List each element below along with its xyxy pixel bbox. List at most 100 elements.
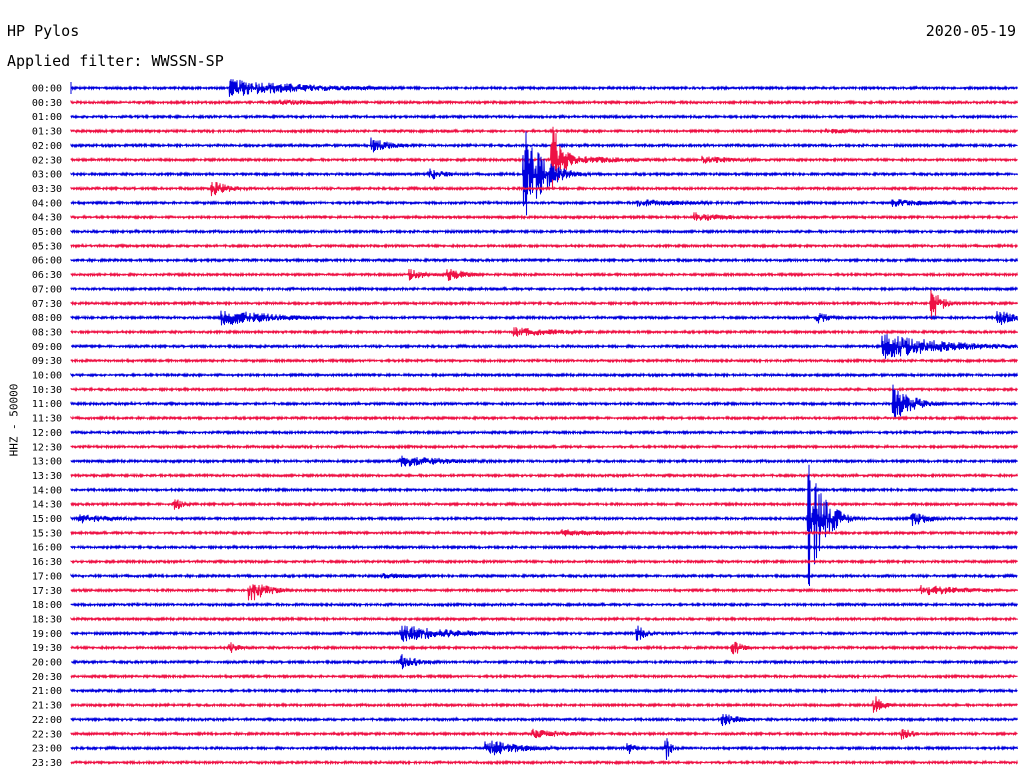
- seismogram-trace: [70, 181, 1018, 197]
- trace-time-label: 16:00: [32, 543, 62, 554]
- trace-time-label: 05:00: [32, 227, 62, 238]
- seismogram-trace: [70, 199, 1018, 207]
- trace-time-label: 07:00: [32, 284, 62, 295]
- seismogram-trace: [70, 137, 1018, 153]
- seismogram-trace: [71, 654, 1018, 670]
- trace-time-label: 13:30: [32, 471, 62, 482]
- seismogram-trace: [70, 673, 1018, 680]
- trace-time-label: 04:00: [32, 198, 62, 209]
- trace-time-label: 22:30: [32, 729, 62, 740]
- seismogram-trace: [70, 499, 1018, 510]
- trace-time-label: 14:00: [32, 485, 62, 496]
- trace-time-label: 06:30: [32, 270, 62, 281]
- date-label: 2020-05-19: [925, 22, 1016, 40]
- seismogram-trace: [70, 486, 1018, 493]
- trace-time-label: 21:30: [32, 701, 62, 712]
- trace-time-label: 23:00: [32, 744, 62, 755]
- seismogram-trace: [70, 290, 1018, 320]
- seismogram-trace: [71, 334, 1018, 359]
- seismogram-trace: [70, 386, 1018, 393]
- trace-time-label: 19:30: [32, 643, 62, 654]
- filter-label: Applied filter: WWSSN-SP: [7, 52, 224, 70]
- seismogram-trace: [70, 544, 1018, 551]
- trace-time-label: 11:30: [32, 414, 62, 425]
- trace-time-label: 02:00: [32, 141, 62, 152]
- seismogram-trace: [70, 529, 1018, 537]
- seismogram-trace: [70, 455, 1018, 467]
- seismogram-trace: [70, 415, 1018, 422]
- seismogram-trace: [70, 601, 1018, 608]
- trace-time-label: 02:30: [32, 155, 62, 166]
- seismogram-trace: [70, 228, 1018, 235]
- trace-time-label: 17:00: [32, 571, 62, 582]
- trace-time-label: 14:30: [32, 500, 62, 511]
- seismogram-trace: [70, 558, 1018, 565]
- seismogram-trace: [70, 242, 1018, 249]
- seismogram-trace: [70, 326, 1018, 337]
- seismogram-trace: [70, 268, 1018, 281]
- trace-time-label: 01:00: [32, 112, 62, 123]
- seismogram-trace: [70, 687, 1018, 694]
- station-title: HP Pylos: [7, 22, 80, 40]
- seismogram-trace: [70, 113, 1018, 120]
- trace-time-label: 00:30: [32, 98, 62, 109]
- trace-time-label: 10:30: [32, 385, 62, 396]
- seismogram-trace: [70, 212, 1018, 221]
- seismogram-trace: [70, 443, 1018, 450]
- trace-time-label: 15:00: [32, 514, 62, 525]
- seismogram-trace: [70, 310, 1018, 326]
- seismogram-trace: [70, 384, 1018, 419]
- trace-time-label: 11:00: [32, 399, 62, 410]
- seismogram-trace: [70, 429, 1018, 436]
- seismogram-trace: [70, 79, 1018, 97]
- trace-time-label: 22:00: [32, 715, 62, 726]
- trace-time-label: 01:30: [32, 127, 62, 138]
- trace-time-label: 18:30: [32, 614, 62, 625]
- trace-time-label: 13:00: [32, 457, 62, 468]
- seismogram-trace: [70, 357, 1018, 364]
- trace-time-label: 06:00: [32, 256, 62, 267]
- trace-time-label: 12:30: [32, 442, 62, 453]
- trace-time-label: 04:30: [32, 213, 62, 224]
- seismogram-trace: [70, 131, 1018, 216]
- seismogram-trace: [70, 584, 1018, 601]
- trace-time-label: 23:30: [32, 758, 62, 769]
- trace-time-label: 10:00: [32, 371, 62, 382]
- trace-time-label: 16:30: [32, 557, 62, 568]
- seismogram-trace: [70, 572, 1018, 580]
- seismogram-trace: [70, 713, 1018, 727]
- trace-time-label: 12:00: [32, 428, 62, 439]
- trace-time-label: 05:30: [32, 241, 62, 252]
- seismogram-trace: [70, 641, 1018, 655]
- seismogram-trace: [70, 472, 1018, 479]
- trace-time-label: 18:00: [32, 600, 62, 611]
- seismogram-trace: [70, 615, 1018, 622]
- trace-time-label: 17:30: [32, 586, 62, 597]
- seismogram-trace: [70, 738, 1018, 760]
- trace-time-label: 09:00: [32, 342, 62, 353]
- seismogram-trace: [70, 257, 1018, 264]
- trace-time-label: 08:30: [32, 327, 62, 338]
- seismogram-trace: [70, 728, 1018, 740]
- seismogram-trace: [70, 696, 1018, 713]
- trace-time-label: 00:00: [32, 84, 62, 95]
- trace-time-label: 07:30: [32, 299, 62, 310]
- seismogram-trace: [70, 126, 1018, 190]
- seismogram-trace: [70, 464, 1018, 587]
- trace-time-label: 20:30: [32, 672, 62, 683]
- trace-time-label: 03:00: [32, 170, 62, 181]
- seismogram-trace: [70, 127, 1018, 135]
- trace-time-label: 08:00: [32, 313, 62, 324]
- trace-time-label: 21:00: [32, 686, 62, 697]
- trace-time-label: 15:30: [32, 528, 62, 539]
- seismogram-trace: [70, 285, 1018, 292]
- seismogram-trace: [70, 371, 1018, 379]
- seismogram-trace: [70, 99, 1018, 106]
- trace-time-label: 20:00: [32, 658, 62, 669]
- trace-time-label: 09:30: [32, 356, 62, 367]
- trace-time-label: 03:30: [32, 184, 62, 195]
- trace-time-label: 19:00: [32, 629, 62, 640]
- seismogram-trace: [70, 759, 1018, 766]
- seismogram-trace: [70, 625, 1018, 642]
